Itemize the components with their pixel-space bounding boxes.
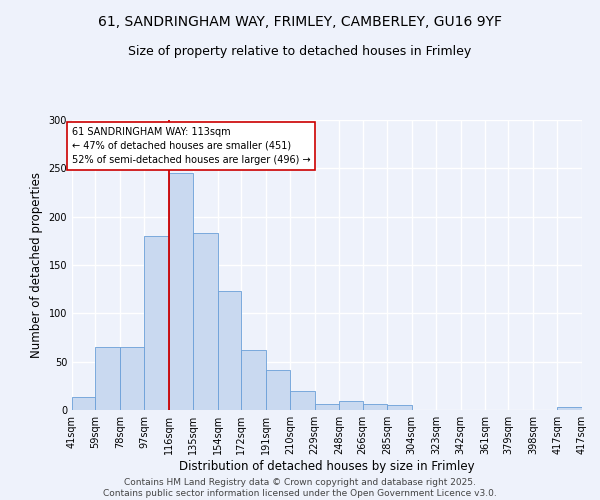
X-axis label: Distribution of detached houses by size in Frimley: Distribution of detached houses by size … <box>179 460 475 473</box>
Bar <box>362 404 387 410</box>
Bar <box>95 347 120 410</box>
Bar <box>169 173 193 410</box>
Bar <box>120 347 145 410</box>
Bar <box>193 233 218 410</box>
Y-axis label: Number of detached properties: Number of detached properties <box>30 172 43 358</box>
Bar <box>290 390 315 410</box>
Bar <box>315 404 339 410</box>
Bar <box>145 236 169 410</box>
Bar <box>339 402 362 410</box>
Text: Contains HM Land Registry data © Crown copyright and database right 2025.
Contai: Contains HM Land Registry data © Crown c… <box>103 478 497 498</box>
Text: 61, SANDRINGHAM WAY, FRIMLEY, CAMBERLEY, GU16 9YF: 61, SANDRINGHAM WAY, FRIMLEY, CAMBERLEY,… <box>98 15 502 29</box>
Bar <box>557 407 582 410</box>
Bar <box>241 350 266 410</box>
Bar <box>266 370 290 410</box>
Text: 61 SANDRINGHAM WAY: 113sqm
← 47% of detached houses are smaller (451)
52% of sem: 61 SANDRINGHAM WAY: 113sqm ← 47% of deta… <box>72 127 311 165</box>
Bar <box>218 291 241 410</box>
Text: Size of property relative to detached houses in Frimley: Size of property relative to detached ho… <box>128 45 472 58</box>
Bar <box>387 405 412 410</box>
Bar <box>72 398 95 410</box>
